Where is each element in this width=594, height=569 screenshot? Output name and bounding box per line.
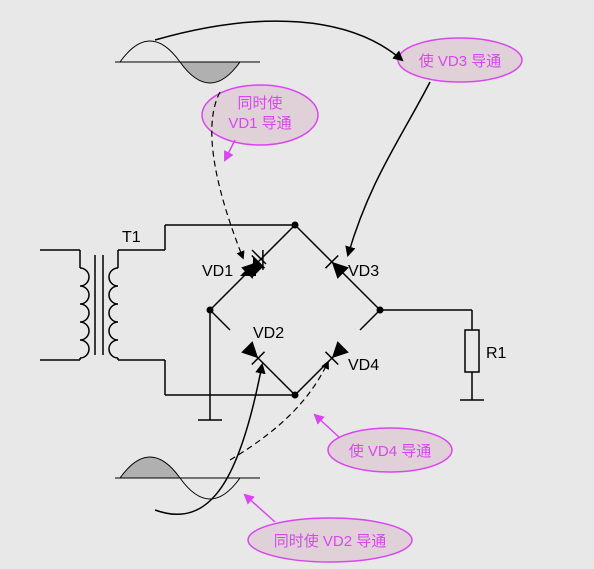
- vd3-label: VD3: [348, 263, 379, 280]
- transformer: T1: [40, 229, 141, 360]
- svg-text:使 VD4 导通: 使 VD4 导通: [349, 443, 432, 460]
- load-branch: R1: [380, 310, 507, 400]
- arrow-to-vd2: [155, 365, 262, 514]
- ground-left: [198, 310, 222, 420]
- wave-bottom: [115, 457, 260, 499]
- vd4-label: VD4: [348, 357, 379, 374]
- pink-arrow-vd2: [245, 495, 275, 522]
- r1-label: R1: [486, 345, 507, 362]
- bubble-vd3: 使 VD3 导通: [398, 38, 522, 82]
- svg-text:同时使 VD2 导通: 同时使 VD2 导通: [274, 533, 387, 550]
- vd2-label: VD2: [253, 325, 284, 342]
- svg-text:VD1 导通: VD1 导通: [228, 115, 291, 132]
- bridge-rectifier: VD1 VD3 VD2 VD4: [202, 222, 384, 399]
- pink-arrow-vd1: [225, 140, 235, 160]
- wave-top: [115, 41, 260, 83]
- vd1-label: VD1: [202, 263, 233, 280]
- bubble-vd4: 使 VD4 导通: [328, 428, 452, 472]
- bubble-vd2: 同时使 VD2 导通: [248, 518, 412, 562]
- svg-text:使 VD3 导通: 使 VD3 导通: [419, 53, 502, 70]
- pink-arrow-vd4: [315, 415, 340, 438]
- arrow-to-vd3: [348, 82, 430, 255]
- arrow-to-vd3-bubble: [155, 21, 402, 60]
- svg-text:同时使: 同时使: [237, 95, 282, 112]
- t1-label: T1: [122, 229, 141, 246]
